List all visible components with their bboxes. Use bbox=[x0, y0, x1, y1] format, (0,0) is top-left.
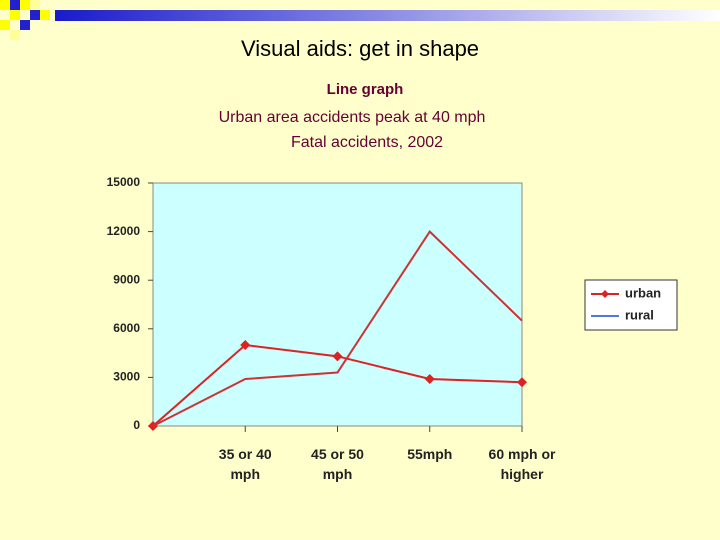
marker bbox=[332, 351, 343, 362]
corner-squares bbox=[0, 0, 50, 40]
y-tick-label: 12000 bbox=[107, 224, 141, 238]
legend-marker bbox=[601, 290, 609, 298]
plot-area bbox=[152, 182, 523, 427]
slide-title: Visual aids: get in shape bbox=[241, 36, 479, 61]
chart-title: Line graph bbox=[327, 81, 404, 98]
series-line bbox=[152, 230, 523, 427]
x-tick-label: 35 or 40 mph bbox=[218, 446, 272, 482]
header-bar bbox=[55, 10, 720, 21]
chart-subtitle: Urban area accidents peak at 40 mph bbox=[219, 109, 486, 126]
x-tick-label: 60 mph or higher bbox=[488, 446, 556, 482]
marker bbox=[240, 340, 251, 350]
legend-label: urban bbox=[625, 285, 661, 300]
marker bbox=[424, 374, 435, 385]
x-tick-label: 45 or 50 mph bbox=[311, 446, 364, 482]
y-tick-label: 9000 bbox=[113, 272, 140, 286]
y-tick-label: 6000 bbox=[113, 321, 140, 335]
y-tick-label: 3000 bbox=[113, 370, 140, 384]
y-tick-label: 0 bbox=[133, 418, 140, 432]
x-tick-label: 55mph bbox=[407, 446, 453, 462]
chart-caption: Fatal accidents, 2002 bbox=[291, 134, 443, 151]
marker bbox=[517, 377, 527, 388]
legend-box bbox=[584, 279, 678, 331]
y-tick-label: 15000 bbox=[107, 175, 141, 189]
legend-label: rural bbox=[625, 307, 654, 322]
